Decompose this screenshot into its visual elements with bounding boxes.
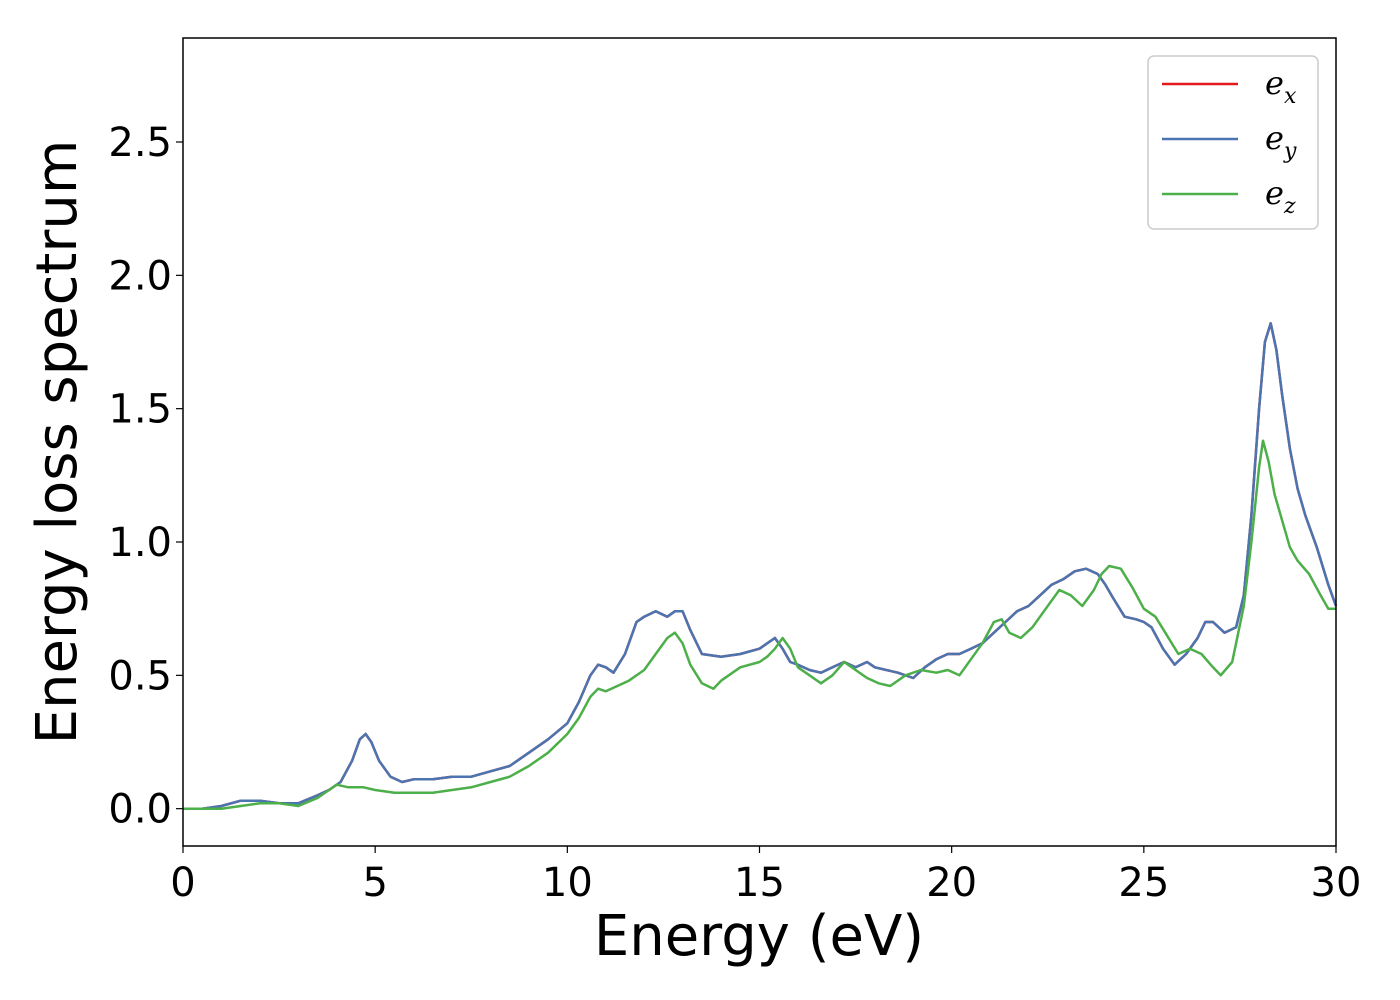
legend: ex ey ez	[1147, 55, 1319, 230]
y-axis: 0.0 0.5 1.0 1.5 2.0 2.5	[108, 120, 183, 833]
y-axis-label: Energy loss spectrum	[25, 140, 90, 745]
x-tick-label: 25	[1118, 860, 1169, 906]
x-tick-label: 5	[362, 860, 387, 906]
x-tick-label: 0	[170, 860, 195, 906]
legend-label-ex: ex	[1265, 64, 1297, 109]
x-axis-label: Energy (eV)	[594, 904, 924, 969]
legend-box	[1147, 55, 1319, 230]
series-line-ex	[183, 322, 1338, 810]
y-tick-label: 0.5	[108, 653, 172, 699]
series-line-ey	[183, 322, 1338, 810]
x-tick-label: 15	[734, 860, 785, 906]
y-tick-label: 1.0	[108, 520, 172, 566]
y-tick-label: 2.5	[108, 120, 172, 166]
y-tick-label: 0.0	[108, 787, 172, 833]
x-axis: 0 5 10 15 20 25 30	[170, 846, 1361, 906]
x-tick-label: 30	[1311, 860, 1362, 906]
series-line-ez	[183, 439, 1336, 810]
legend-label-ez: ez	[1265, 174, 1296, 219]
legend-label-ey: ey	[1265, 119, 1297, 164]
x-tick-label: 10	[542, 860, 593, 906]
y-tick-label: 1.5	[108, 387, 172, 433]
series-layer	[183, 322, 1338, 810]
x-tick-label: 20	[926, 860, 977, 906]
y-tick-label: 2.0	[108, 253, 172, 299]
